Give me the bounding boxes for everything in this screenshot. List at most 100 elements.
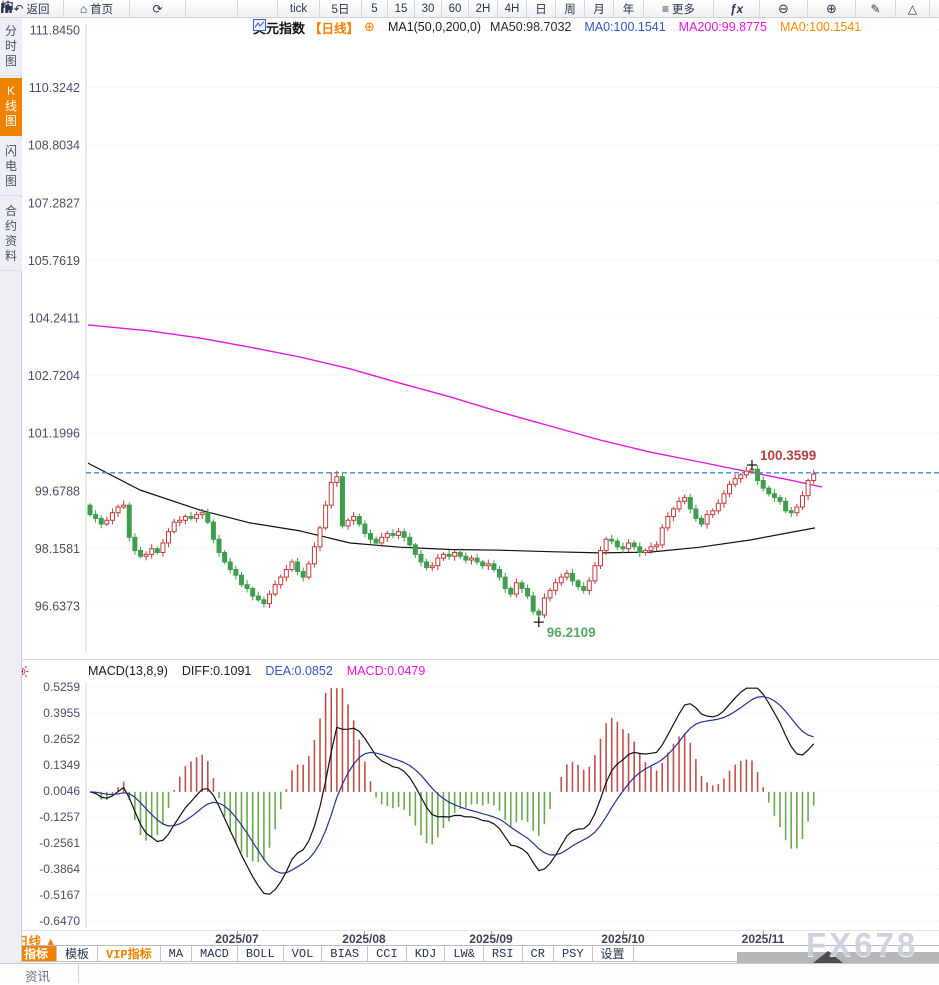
macd-chart-canvas[interactable]: 0.5259 0.3955 0.2652 0.1349 0.0046 -0.1257 -0.… [22, 680, 939, 932]
triangle-button[interactable]: △ [896, 0, 930, 17]
home-icon: ⌂ [79, 1, 88, 16]
indicator-button-VOL[interactable]: VOL [284, 946, 323, 961]
news-strip-divider [78, 964, 79, 983]
refresh-icon: ⟳ [152, 1, 163, 16]
add-overlay-icon[interactable]: ⊕ [364, 19, 375, 34]
period-label: 【日线】 [309, 21, 360, 36]
toolbar-button-5日[interactable]: 5日 [320, 0, 362, 17]
toolbar-label: 60 [448, 2, 462, 15]
toolbar-label: 15 [394, 2, 408, 15]
toolbar-label: tick [289, 2, 308, 15]
toolbar-button-60[interactable]: 60 [442, 0, 469, 17]
toolbar-label: 4H [504, 2, 520, 15]
indicator-button-CR[interactable]: CR [523, 946, 554, 961]
svg-text:98.1581: 98.1581 [35, 542, 80, 556]
refresh-button[interactable]: ⟳ [130, 0, 186, 17]
menu-icon: ≡ [661, 1, 669, 16]
chart-title-row: 美元指数 【日线】 ⊕ MA1(50,0,200,0) MA50:98.7032… [253, 19, 861, 36]
toolbar-button-5[interactable]: 5 [362, 0, 388, 17]
svg-text:107.2827: 107.2827 [28, 196, 80, 210]
menu-button[interactable]: ≡ 更多 [644, 0, 714, 17]
home-button[interactable]: ⌂ 首页 [64, 0, 130, 17]
indicator-button-RSI[interactable]: RSI [484, 946, 523, 961]
toolbar-button-4H[interactable]: 4H [498, 0, 527, 17]
toolbar-button-2H[interactable]: 2H [469, 0, 498, 17]
sidebar-item-分时图[interactable]: 分时图 [0, 18, 22, 76]
sidebar-item-闪电图[interactable]: 闪电图 [0, 138, 22, 196]
candlestick-button[interactable] [1, 0, 278, 17]
horizontal-scrollbar[interactable] [737, 951, 939, 963]
sidebar-item-合约资料[interactable]: 合约资料 [0, 198, 22, 271]
svg-text:-0.5167: -0.5167 [39, 888, 80, 902]
toolbar-label: 年 [622, 3, 635, 16]
indicator-button-PSY[interactable]: PSY [554, 946, 593, 961]
toolbar-button-年[interactable]: 年 [614, 0, 644, 17]
toolbar-button-30[interactable]: 30 [415, 0, 442, 17]
svg-text:102.7204: 102.7204 [28, 369, 80, 383]
svg-text:0.0046: 0.0046 [43, 784, 80, 798]
news-tab[interactable]: 资讯 [25, 970, 51, 984]
indicator-button-MACD[interactable]: MACD [192, 946, 238, 961]
svg-text:0.1349: 0.1349 [43, 758, 80, 772]
month-label: 2025/10 [601, 932, 645, 946]
indicator-button-BIAS[interactable]: BIAS [322, 946, 369, 961]
indicator-button-CCI[interactable]: CCI [368, 946, 407, 961]
main-chart-canvas[interactable]: 111.8450 110.3242 108.8034 107.2827 105.7619… [22, 18, 939, 654]
toolbar-label: 更多 [672, 3, 695, 16]
toolbar-label: 日 [535, 3, 547, 16]
svg-text:104.2411: 104.2411 [29, 312, 80, 326]
symbol-name: 美元指数 [253, 20, 306, 36]
zoom-out-icon: ⊖ [778, 1, 789, 16]
bar-chart-button[interactable] [0, 0, 238, 17]
indicator-button-模板[interactable]: 模板 [57, 946, 99, 962]
zoom-in-icon: ⊕ [826, 1, 837, 16]
toolbar-button-周[interactable]: 周 [556, 0, 585, 17]
indicator-button-KDJ[interactable]: KDJ [407, 946, 446, 961]
triangle-icon: △ [907, 1, 918, 16]
toolbar-label: 月 [593, 3, 605, 16]
indicator-button-VIP指标[interactable]: VIP指标 [98, 946, 161, 962]
toolbar-button-日[interactable]: 日 [527, 0, 556, 17]
svg-text:-0.6470: -0.6470 [39, 914, 80, 928]
period-selector[interactable]: 日线 ▲ [16, 935, 57, 949]
indicator-button-BOLL[interactable]: BOLL [238, 946, 284, 961]
svg-text:96.2109: 96.2109 [547, 625, 596, 640]
macd-formula[interactable]: MACD(13,8,9) [88, 664, 168, 678]
pencil-icon: ✎ [870, 1, 881, 16]
macd-header: MACD(13,8,9) DIFF:0.1091 DEA:0.0852 MACD:0… [88, 664, 425, 679]
svg-text:0.3955: 0.3955 [43, 706, 80, 720]
macd-value-0: DIFF:0.1091 [181, 664, 252, 678]
svg-text:-0.2561: -0.2561 [39, 836, 80, 850]
svg-text:-0.1257: -0.1257 [39, 810, 80, 824]
toolbar-button-tick[interactable]: tick [278, 0, 320, 17]
ma-legend-value-1: MA0:100.1541 [584, 20, 666, 34]
ma-formula[interactable]: MA1(50,0,200,0) [387, 20, 482, 34]
fx-button[interactable]: ƒx [714, 0, 760, 17]
pencil-button[interactable]: ✎ [856, 0, 896, 17]
svg-text:110.3242: 110.3242 [29, 81, 80, 95]
fx-icon: ƒx [729, 1, 744, 16]
indicator-button-LW&[interactable]: LW& [445, 946, 484, 961]
toolbar-label: 5 [371, 2, 378, 15]
back-icon: ↶ [13, 1, 24, 16]
indicator-button-MA[interactable]: MA [161, 946, 193, 961]
toolbar-button-15[interactable]: 15 [388, 0, 415, 17]
month-label: 2025/08 [342, 932, 386, 946]
zoom-in-button[interactable]: ⊕ [808, 0, 856, 17]
month-label: 2025/11 [741, 932, 785, 946]
toolbar-label: 周 [564, 3, 576, 16]
svg-text:108.8034: 108.8034 [28, 139, 80, 153]
toolbar-label: 返回 [26, 3, 50, 16]
svg-text:105.7619: 105.7619 [28, 254, 80, 268]
back-button[interactable]: ↶ 返回 [0, 0, 64, 17]
toolbar-button-月[interactable]: 月 [585, 0, 614, 17]
svg-text:101.1996: 101.1996 [28, 427, 80, 441]
indicator-button-设置[interactable]: 设置 [593, 946, 634, 962]
panel-separator [22, 659, 939, 660]
zoom-out-button[interactable]: ⊖ [760, 0, 808, 17]
toolbar-label: 5日 [331, 3, 350, 16]
svg-text:0.2652: 0.2652 [43, 732, 80, 746]
macd-value-1: DEA:0.0852 [265, 664, 333, 678]
